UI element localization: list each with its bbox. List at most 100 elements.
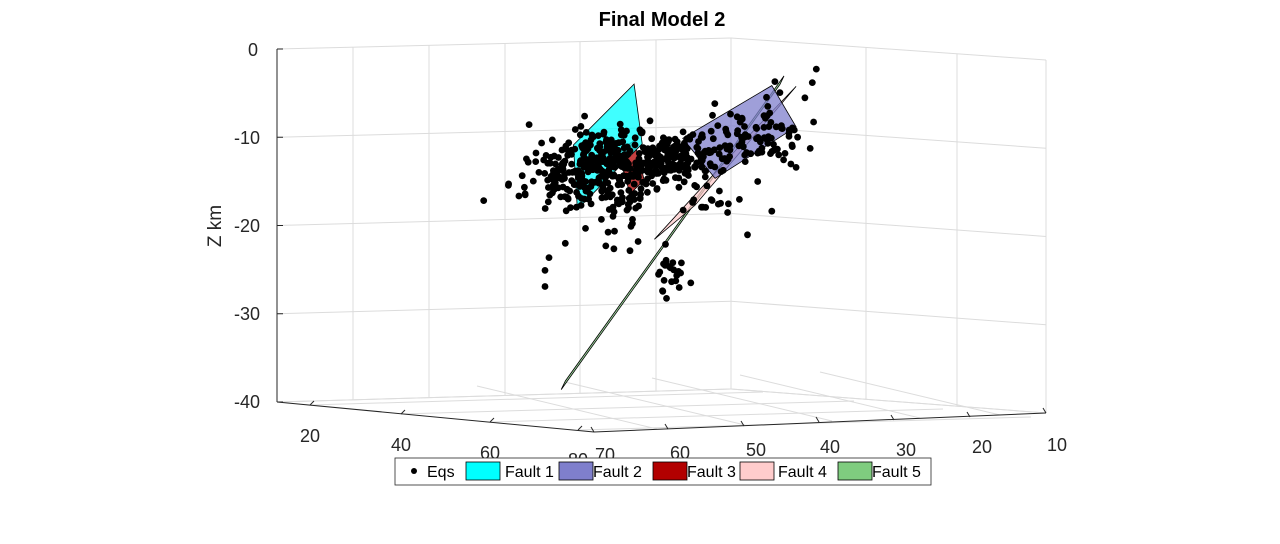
earthquake-point xyxy=(710,146,718,154)
earthquake-point xyxy=(679,128,687,136)
earthquake-point xyxy=(719,166,727,174)
z-tick-label: -30 xyxy=(234,304,260,324)
earthquake-point xyxy=(744,231,751,239)
earthquake-point xyxy=(662,240,669,248)
earthquake-point xyxy=(673,138,681,146)
earthquake-point xyxy=(691,163,699,170)
earthquake-point xyxy=(697,133,705,141)
earthquake-point xyxy=(716,187,723,195)
earthquake-point xyxy=(667,165,674,172)
z-tick-label: -10 xyxy=(234,128,260,148)
earthquake-point xyxy=(747,150,755,158)
earthquake-point xyxy=(641,146,649,154)
legend-label-fault-1: Fault 1 xyxy=(505,464,554,481)
earthquake-point xyxy=(616,120,624,128)
earthquake-point xyxy=(808,79,816,86)
earthquake-point xyxy=(599,158,607,166)
earthquake-point xyxy=(571,126,579,133)
earthquake-point xyxy=(774,145,781,153)
earthquake-point xyxy=(754,178,762,185)
earthquake-point xyxy=(663,295,670,302)
earthquake-point xyxy=(702,167,710,175)
earthquake-point xyxy=(733,130,741,138)
earthquake-point xyxy=(563,193,570,201)
earthquake-point xyxy=(542,152,550,159)
right-axis-tick-mark xyxy=(890,414,895,421)
earthquake-point xyxy=(518,172,526,180)
earthquake-point xyxy=(552,171,560,178)
earthquake-point xyxy=(525,121,533,128)
grid-zline-right-wall xyxy=(730,213,1047,237)
earthquake-point xyxy=(634,170,642,178)
earthquake-point xyxy=(571,167,579,175)
earthquake-point xyxy=(741,123,748,130)
earthquake-point xyxy=(717,199,724,207)
z-tick-label: -40 xyxy=(234,392,260,412)
earthquake-point xyxy=(609,203,617,211)
earthquake-point xyxy=(708,197,716,204)
earthquake-point xyxy=(637,190,644,198)
earthquake-point xyxy=(595,178,603,186)
grid-floor-line xyxy=(400,400,855,415)
earthquake-point xyxy=(582,139,590,147)
grid-floor-line xyxy=(476,385,658,430)
earthquake-point xyxy=(598,216,605,223)
earthquake-point xyxy=(582,178,590,186)
earthquake-point xyxy=(617,189,625,197)
earthquake-point xyxy=(711,163,719,171)
legend-fault-2-swatch xyxy=(558,461,594,481)
earthquake-point xyxy=(603,136,610,144)
earthquake-point xyxy=(544,198,552,206)
earthquake-point xyxy=(529,177,537,185)
right-axis-tick-mark xyxy=(1042,407,1047,414)
earthquake-point xyxy=(541,170,549,177)
earthquake-point xyxy=(683,145,691,153)
earthquake-point xyxy=(801,94,809,102)
earthquake-point xyxy=(544,176,552,184)
earthquake-point xyxy=(785,133,793,140)
earthquake-point xyxy=(604,228,612,236)
earthquake-point xyxy=(648,172,656,180)
earthquake-point xyxy=(568,160,575,168)
earthquake-point xyxy=(546,159,554,167)
earthquake-point xyxy=(521,190,529,198)
earthquake-point xyxy=(778,124,785,132)
earthquake-point xyxy=(670,154,678,162)
legend-label-eqs: Eqs xyxy=(427,464,455,481)
earthquake-point xyxy=(532,149,540,157)
earthquake-point xyxy=(580,151,587,159)
earthquake-point xyxy=(532,158,540,166)
earthquake-point xyxy=(561,239,569,247)
earthquake-point xyxy=(541,205,549,212)
earthquake-point xyxy=(552,160,559,168)
earthquake-point xyxy=(577,202,585,209)
earthquake-point xyxy=(642,180,650,188)
earthquake-point xyxy=(741,158,749,166)
earthquake-point xyxy=(655,270,662,278)
earthquake-point xyxy=(764,103,772,110)
earthquake-point xyxy=(604,179,612,187)
earthquake-point xyxy=(588,155,596,162)
earthquake-point xyxy=(689,131,697,139)
earthquake-point xyxy=(600,130,607,138)
earthquake-point xyxy=(705,149,713,157)
earthquake-point xyxy=(545,254,553,261)
earthquake-point xyxy=(654,160,662,168)
earthquake-point xyxy=(581,195,588,203)
earthquake-point xyxy=(714,122,722,129)
earthquake-point xyxy=(662,260,670,268)
earthquake-point xyxy=(611,227,618,235)
left-axis-tick-label: 40 xyxy=(391,435,411,455)
earthquake-point xyxy=(602,242,610,250)
earthquake-point xyxy=(630,180,638,188)
left-axis-tick-mark xyxy=(309,400,315,406)
left-axis-tick-mark xyxy=(400,409,406,415)
earthquake-point xyxy=(675,174,683,182)
grid-floor-line xyxy=(489,408,944,423)
earthquake-point xyxy=(724,209,731,216)
earthquake-point xyxy=(709,111,716,119)
earthquake-point xyxy=(558,167,566,174)
earthquake-point xyxy=(617,126,625,134)
earthquake-point xyxy=(623,143,631,151)
